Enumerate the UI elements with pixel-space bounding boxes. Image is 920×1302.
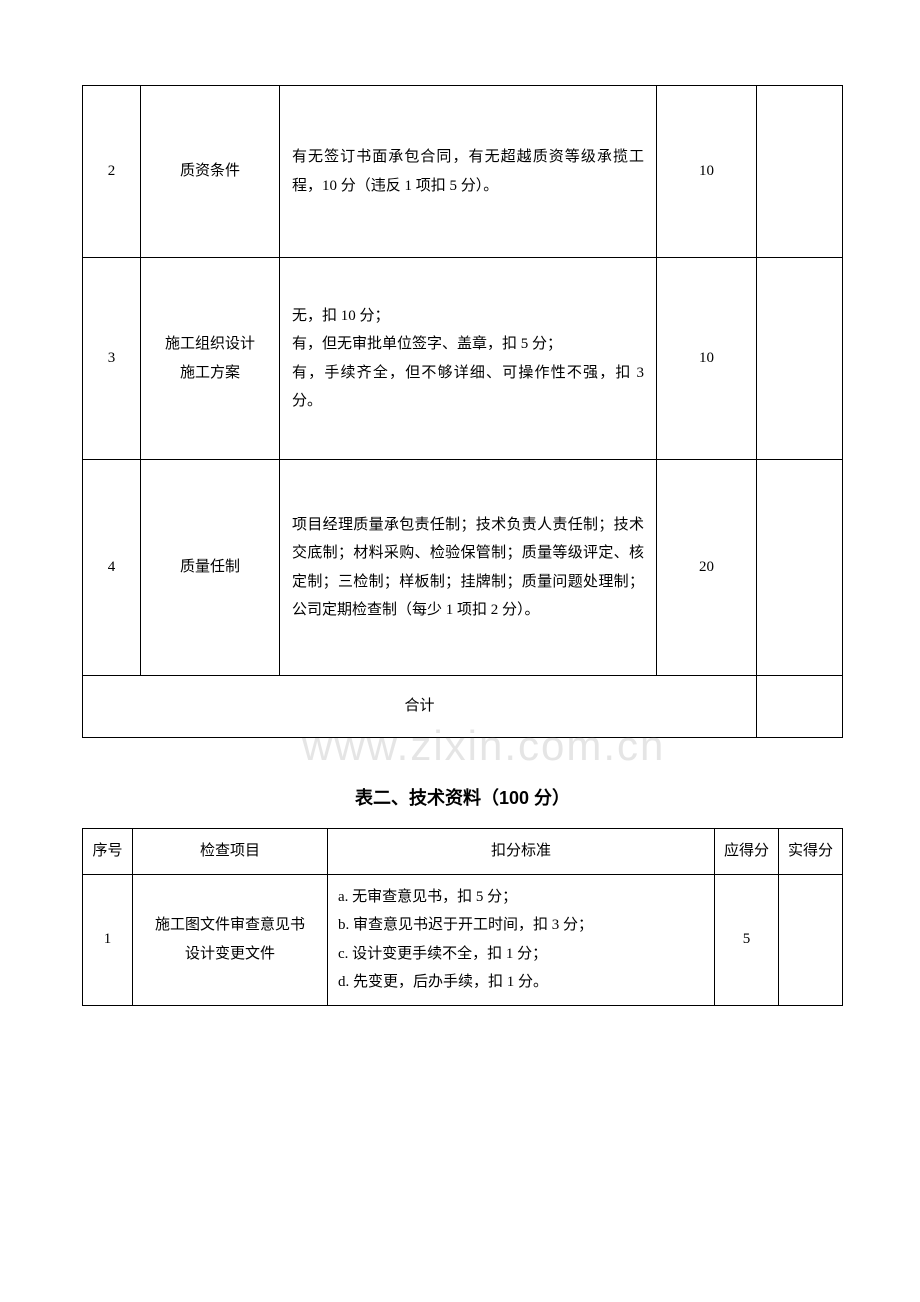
header-num: 序号 [83,829,133,875]
cell-item: 质资条件 [141,86,280,258]
table-row: 3 施工组织设计施工方案 无，扣 10 分；有，但无审批单位签字、盖章，扣 5 … [83,258,843,460]
table-row: 2 质资条件 有无签订书面承包合同，有无超越质资等级承揽工程，10 分（违反 1… [83,86,843,258]
cell-actual [757,86,843,258]
cell-score: 20 [657,460,757,676]
cell-total-actual [757,676,843,738]
cell-criteria: a. 无审查意见书，扣 5 分；b. 审查意见书迟于开工时间，扣 3 分；c. … [328,874,715,1005]
table-row-total: 合计 [83,676,843,738]
document-container: www.zixin.com.cn 2 质资条件 有无签订书面承包合同，有无超越质… [82,85,843,1006]
cell-score: 10 [657,258,757,460]
cell-item: 质量任制 [141,460,280,676]
table-row: 4 质量任制 项目经理质量承包责任制；技术负责人责任制；技术交底制；材料采购、检… [83,460,843,676]
cell-score: 10 [657,86,757,258]
header-actual: 实得分 [779,829,843,875]
header-criteria: 扣分标准 [328,829,715,875]
header-score: 应得分 [715,829,779,875]
cell-actual [757,258,843,460]
header-item: 检查项目 [133,829,328,875]
cell-num: 4 [83,460,141,676]
table-two: 序号 检查项目 扣分标准 应得分 实得分 1 施工图文件审查意见书设计变更文件 … [82,828,843,1006]
cell-criteria: 有无签订书面承包合同，有无超越质资等级承揽工程，10 分（违反 1 项扣 5 分… [280,86,657,258]
cell-num: 1 [83,874,133,1005]
cell-criteria: 项目经理质量承包责任制；技术负责人责任制；技术交底制；材料采购、检验保管制；质量… [280,460,657,676]
cell-actual [757,460,843,676]
table-row: 1 施工图文件审查意见书设计变更文件 a. 无审查意见书，扣 5 分；b. 审查… [83,874,843,1005]
cell-score: 5 [715,874,779,1005]
table-header-row: 序号 检查项目 扣分标准 应得分 实得分 [83,829,843,875]
cell-criteria: 无，扣 10 分；有，但无审批单位签字、盖章，扣 5 分；有，手续齐全，但不够详… [280,258,657,460]
cell-item: 施工图文件审查意见书设计变更文件 [133,874,328,1005]
cell-actual [779,874,843,1005]
cell-num: 2 [83,86,141,258]
table-two-title: 表二、技术资料（100 分） [82,784,843,810]
cell-num: 3 [83,258,141,460]
table-one: 2 质资条件 有无签订书面承包合同，有无超越质资等级承揽工程，10 分（违反 1… [82,85,843,738]
cell-total-label: 合计 [83,676,757,738]
cell-item: 施工组织设计施工方案 [141,258,280,460]
